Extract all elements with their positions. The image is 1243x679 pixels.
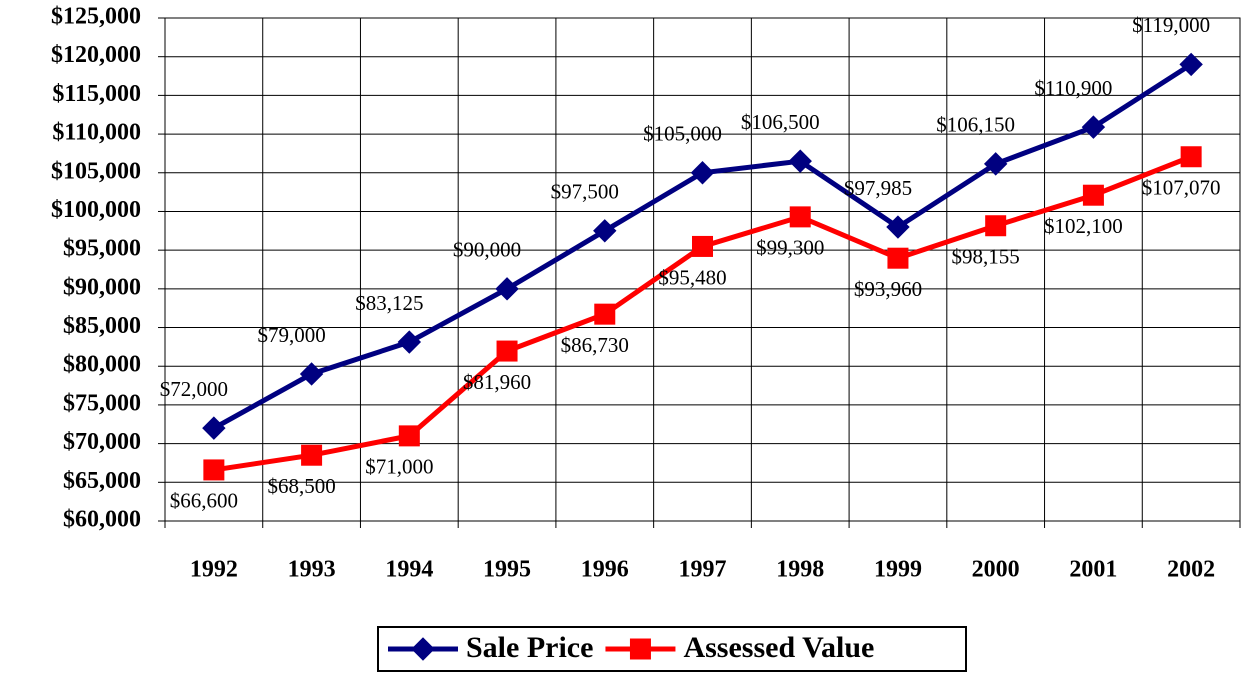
marker (496, 340, 518, 362)
value-label: $79,000 (257, 323, 325, 347)
x-tick-label: 1998 (776, 557, 824, 583)
x-tick-label: 1992 (190, 557, 238, 583)
x-tick-label: 1999 (874, 557, 922, 583)
value-label: $106,500 (741, 110, 820, 134)
marker (593, 219, 617, 243)
value-label: $72,000 (160, 377, 228, 401)
value-label: $86,730 (561, 333, 629, 357)
y-tick-label: $60,000 (63, 507, 141, 533)
y-tick-label: $115,000 (52, 81, 141, 107)
marker (983, 152, 1008, 176)
legend-label: Sale Price (466, 631, 593, 664)
x-tick-label: 1993 (288, 557, 336, 583)
value-label: $119,000 (1132, 13, 1210, 37)
marker (1082, 184, 1104, 206)
value-label: $110,900 (1034, 76, 1112, 100)
x-tick-label: 2001 (1069, 557, 1117, 583)
value-label: $81,960 (463, 370, 531, 394)
value-label: $99,300 (756, 236, 824, 260)
value-label: $107,070 (1142, 176, 1221, 200)
marker (788, 149, 812, 173)
marker (887, 247, 909, 269)
marker (495, 277, 519, 301)
legend: Sale Price Assessed Value (377, 626, 967, 672)
value-label: $68,500 (267, 474, 335, 498)
marker (1180, 146, 1202, 168)
legend-label: Assessed Value (683, 631, 874, 664)
x-tick-label: 2002 (1167, 557, 1215, 583)
marker (301, 444, 323, 466)
y-tick-label: $65,000 (63, 468, 141, 494)
marker (299, 362, 324, 386)
x-tick-label: 1994 (385, 557, 433, 583)
marker (789, 206, 811, 228)
marker (690, 161, 715, 185)
value-label: $106,150 (936, 113, 1015, 137)
value-label: $97,500 (551, 180, 619, 204)
value-label: $83,125 (355, 291, 423, 315)
y-tick-label: $70,000 (63, 429, 141, 455)
x-tick-label: 1995 (483, 557, 531, 583)
y-tick-label: $120,000 (51, 42, 141, 68)
y-tick-label: $110,000 (52, 120, 141, 146)
marker (1179, 52, 1203, 77)
y-tick-label: $95,000 (63, 236, 141, 262)
value-label: $95,480 (658, 265, 726, 289)
y-tick-label: $125,000 (51, 4, 141, 30)
x-tick-label: 2000 (972, 557, 1020, 583)
value-label: $105,000 (643, 122, 722, 146)
x-tick-label: 1997 (679, 557, 727, 583)
y-tick-label: $80,000 (63, 352, 141, 378)
y-tick-label: $100,000 (51, 197, 141, 223)
y-tick-label: $105,000 (51, 158, 141, 184)
marker (629, 638, 651, 660)
marker (985, 215, 1007, 237)
marker (397, 330, 422, 354)
marker (692, 235, 713, 257)
marker (203, 459, 225, 481)
y-tick-label: $85,000 (63, 313, 141, 339)
value-label: $102,100 (1044, 214, 1123, 238)
value-label: $71,000 (365, 455, 433, 479)
marker (411, 637, 435, 661)
y-tick-label: $75,000 (63, 390, 141, 416)
marker (594, 303, 616, 325)
value-label: $97,985 (844, 176, 912, 200)
value-label: $98,155 (952, 245, 1020, 269)
y-tick-label: $90,000 (63, 274, 141, 300)
value-label: $66,600 (170, 489, 238, 513)
value-label: $93,960 (854, 277, 922, 301)
marker (202, 416, 226, 440)
marker (398, 425, 420, 447)
marker (1081, 115, 1106, 139)
value-label: $90,000 (453, 238, 521, 262)
x-tick-label: 1996 (581, 557, 629, 583)
marker (886, 215, 910, 239)
